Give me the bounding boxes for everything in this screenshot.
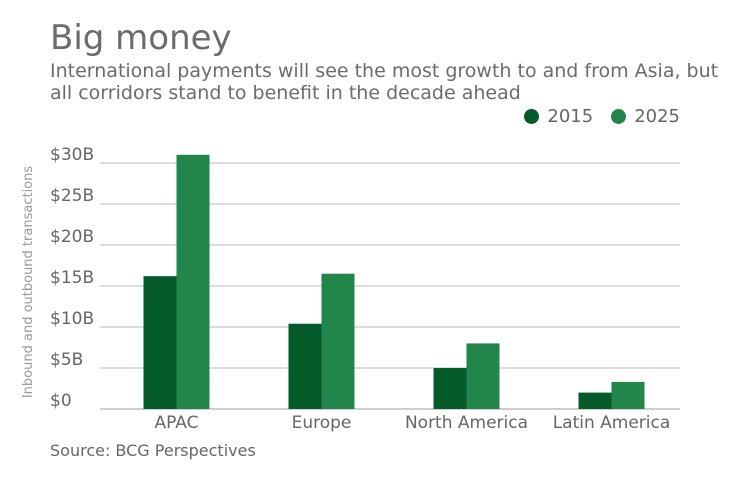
y-tick-label: $10B — [50, 309, 94, 329]
y-axis-label: Inbound and outbound transactions — [21, 166, 36, 399]
y-tick-label: $0 — [50, 391, 72, 411]
legend: 2015 2025 — [524, 106, 680, 127]
bar-north-america-2025 — [466, 343, 500, 409]
bar-latin-america-2025 — [611, 381, 645, 409]
legend-item-2015: 2015 — [524, 106, 593, 127]
y-tick-label: $30B — [50, 145, 94, 165]
x-tick-label: Latin America — [553, 413, 671, 433]
y-tick-label: $15B — [50, 268, 94, 288]
y-tick-label: $20B — [50, 227, 94, 247]
legend-swatch-2015 — [524, 109, 540, 124]
legend-item-2025: 2025 — [611, 106, 680, 127]
x-tick-label: APAC — [155, 413, 199, 433]
y-tick-label: $5B — [50, 350, 83, 370]
bar-apac-2015 — [143, 276, 177, 409]
chart-title: Big money — [50, 18, 232, 58]
bar-europe-2015 — [288, 323, 322, 409]
bar-apac-2025 — [176, 154, 210, 409]
x-tick-label: Europe — [292, 413, 352, 433]
legend-label-2015: 2015 — [547, 106, 594, 127]
legend-label-2025: 2025 — [634, 106, 680, 127]
chart-subtitle: International payments will see the most… — [50, 60, 719, 104]
bar-latin-america-2015 — [578, 392, 612, 409]
source-note: Source: BCG Perspectives — [50, 441, 256, 460]
legend-swatch-2025 — [611, 109, 627, 124]
y-tick-label: $25B — [50, 186, 94, 206]
bar-north-america-2015 — [433, 368, 467, 409]
x-tick-label: North America — [405, 413, 528, 433]
bar-europe-2025 — [321, 273, 355, 409]
